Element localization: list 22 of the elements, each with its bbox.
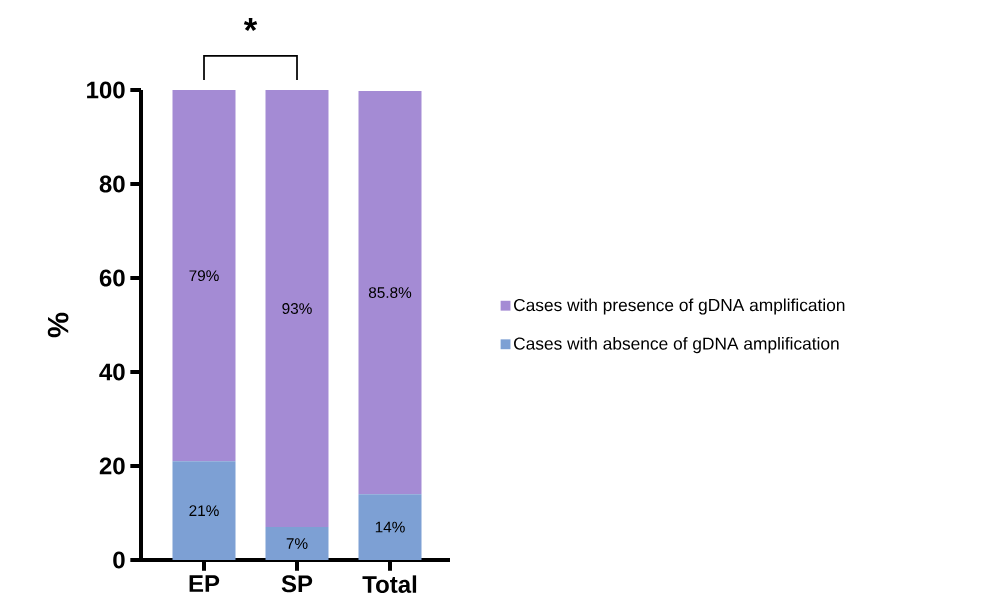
x-tick-label: EP: [189, 575, 220, 592]
y-tick-label: 60: [99, 269, 125, 287]
x-tick-label: SP: [281, 575, 313, 593]
y-tick-label: 40: [99, 363, 125, 381]
data-label: 7%: [286, 538, 308, 549]
text: *: [243, 18, 258, 31]
data-label: 14%: [375, 521, 405, 533]
data-label: 79%: [189, 270, 219, 282]
data-label: 85.8%: [368, 287, 412, 298]
bar: [265, 89, 329, 528]
y-axis-title: %: [47, 312, 69, 338]
data-label: 21%: [189, 505, 219, 517]
legend-label: Cases with presence of gDNA amplification: [514, 298, 845, 315]
x-tick-label: Total: [362, 575, 417, 593]
legend-label: Cases with absence of gDNA amplification: [514, 336, 839, 354]
y-tick-label: 0: [113, 551, 125, 569]
y-tick-label: 100: [87, 81, 125, 99]
y-tick-label: 20: [99, 457, 125, 475]
data-label: 93%: [282, 303, 312, 314]
y-tick-label: 80: [99, 175, 125, 193]
bar: [358, 90, 422, 495]
bar: [172, 89, 236, 462]
